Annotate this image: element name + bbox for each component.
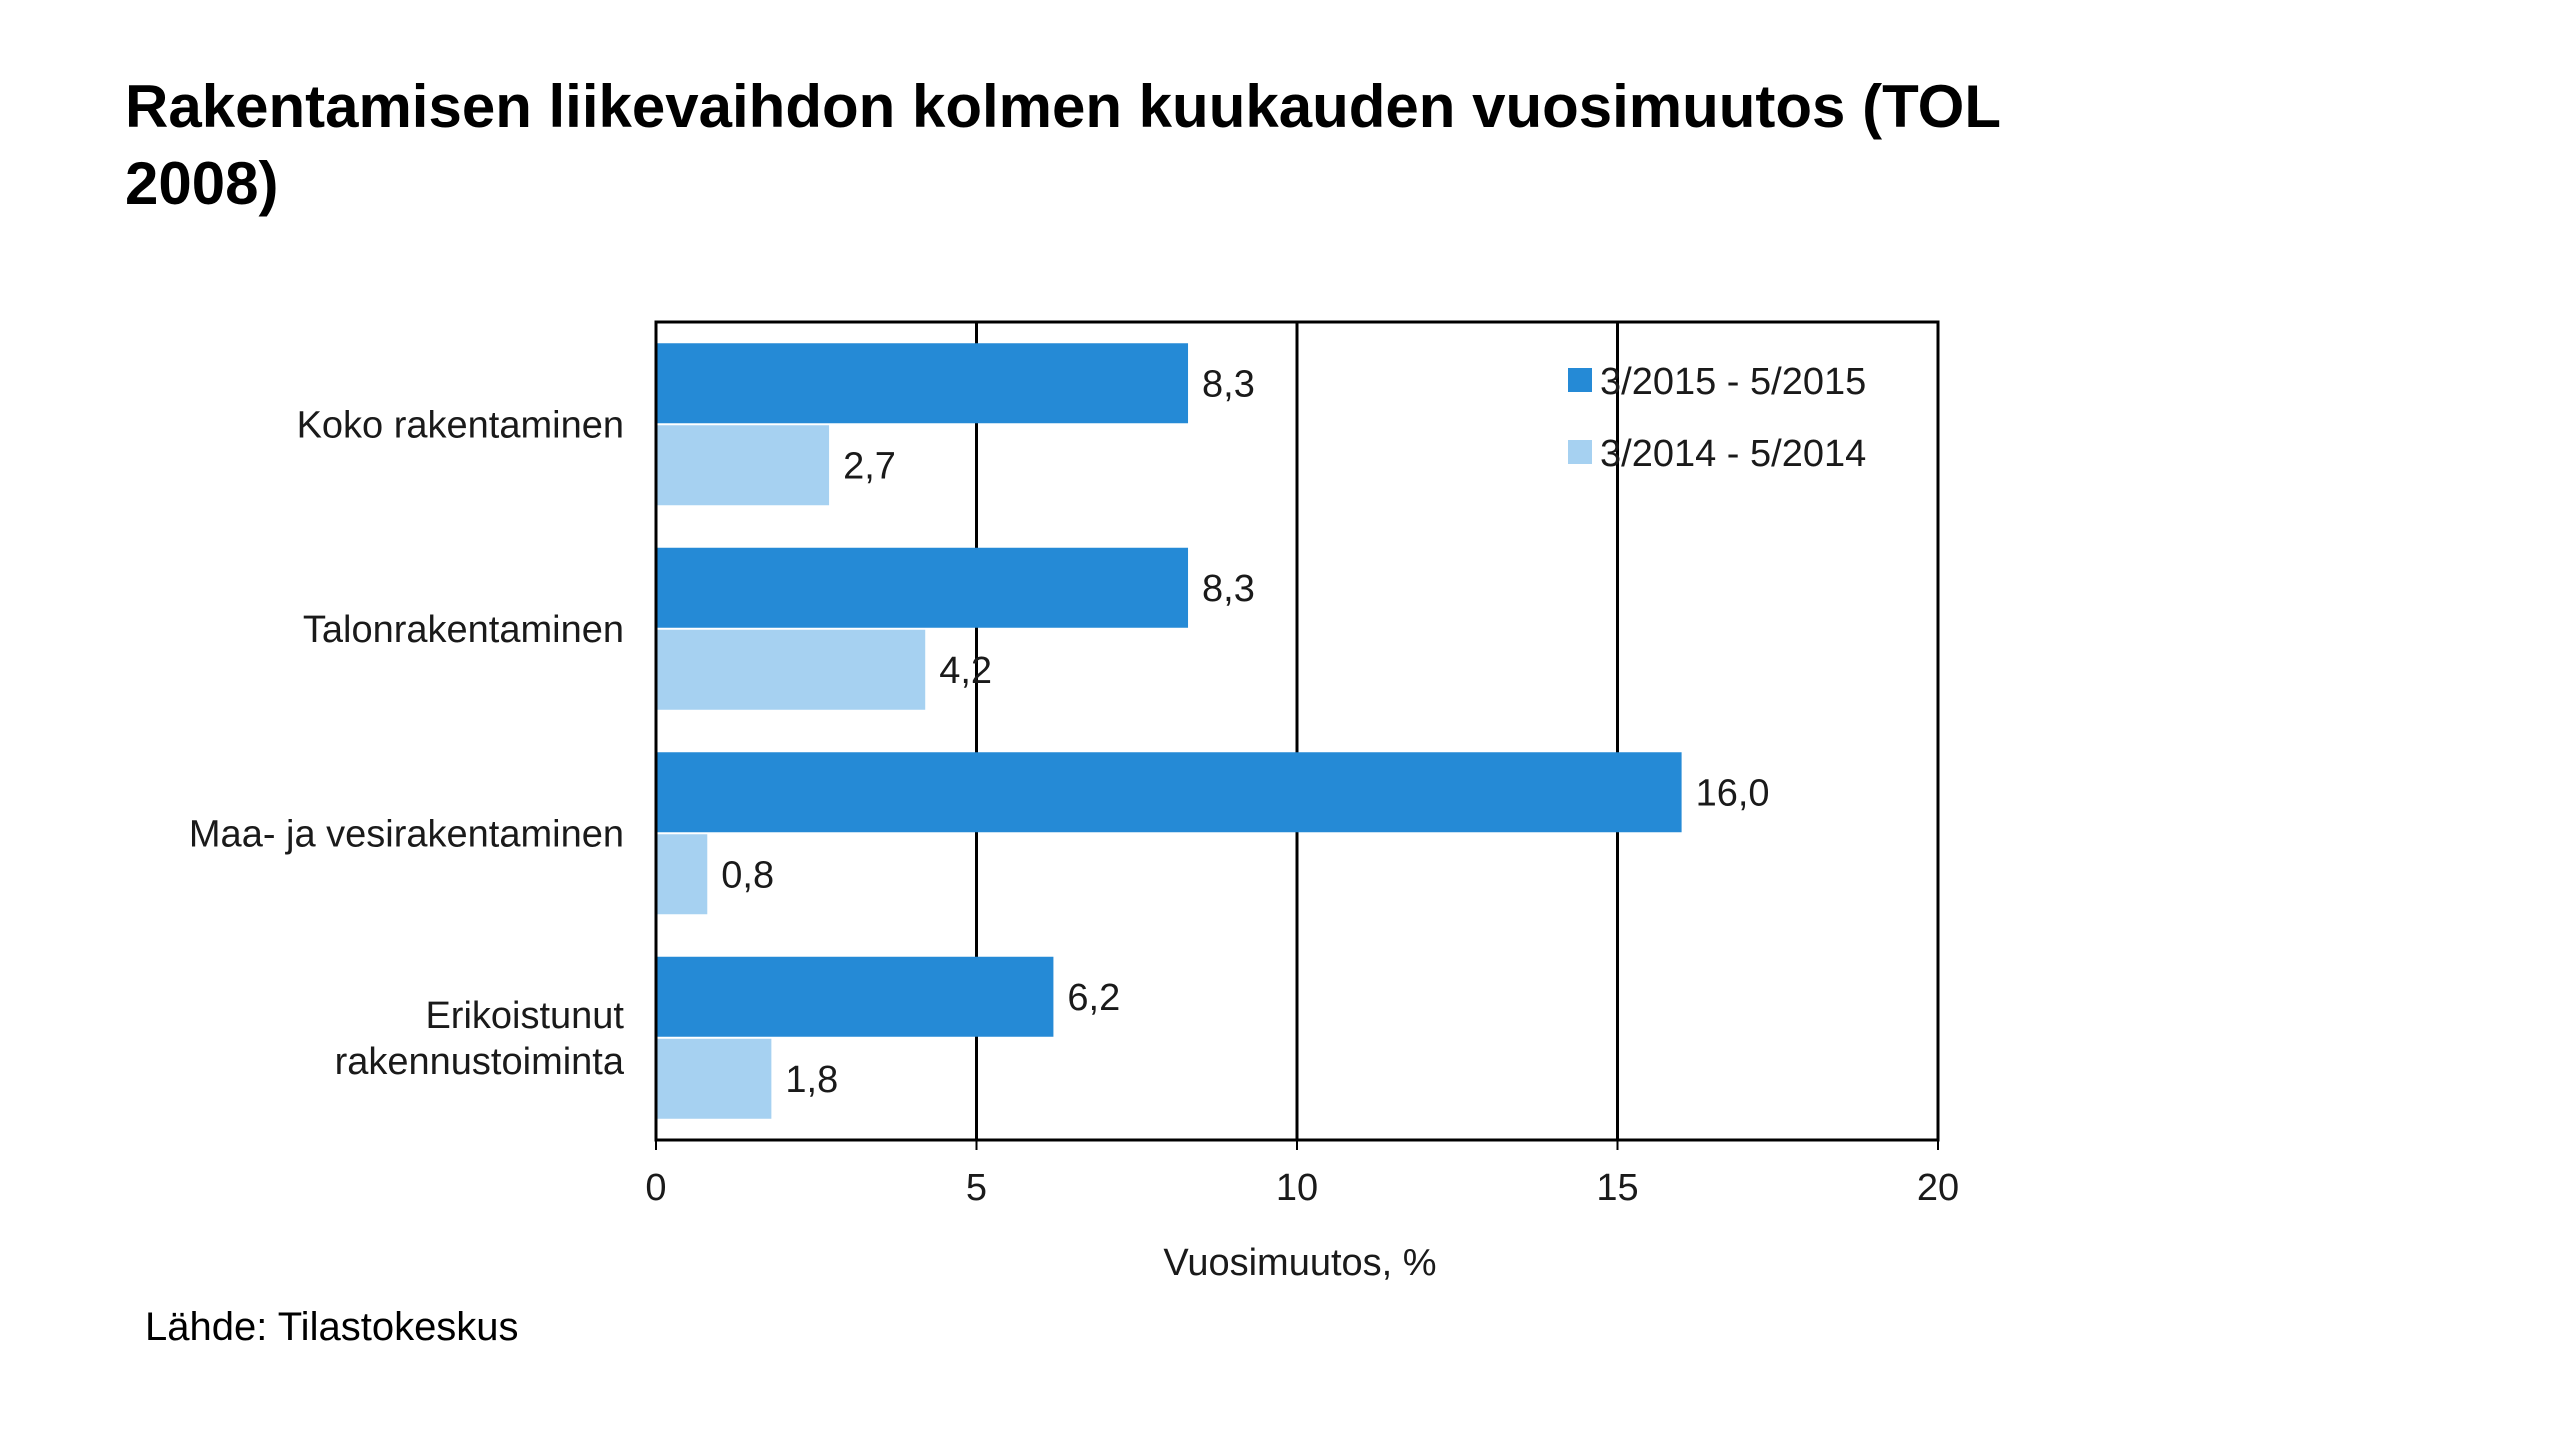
bar <box>656 956 1054 1037</box>
data-label: 2,7 <box>843 445 896 487</box>
x-tick-label: 20 <box>1917 1167 1959 1209</box>
bar <box>656 425 830 506</box>
bars <box>656 343 1682 1119</box>
chart-title: Rakentamisen liikevaihdon kolmen kuukaud… <box>125 73 2000 217</box>
legend-swatch <box>1568 368 1592 392</box>
category-label: Maa- ja vesirakentaminen <box>189 813 624 855</box>
category-label: Talonrakentaminen <box>303 609 624 651</box>
legend-label: 3/2014 - 5/2014 <box>1600 433 1866 475</box>
data-label: 1,8 <box>785 1059 838 1101</box>
category-label: rakennustoiminta <box>335 1041 625 1083</box>
data-labels: 8,3 2,7 8,3 4,2 16,0 0,8 6,2 1,8 <box>721 363 1769 1101</box>
x-tick-label: 0 <box>645 1167 666 1209</box>
plot-frame <box>654 320 1940 1142</box>
bar <box>656 547 1189 628</box>
x-tick-label: 15 <box>1596 1167 1638 1209</box>
data-label: 16,0 <box>1696 772 1770 814</box>
source-note: Lähde: Tilastokeskus <box>145 1305 519 1349</box>
category-label: Erikoistunut <box>425 995 624 1037</box>
x-tick-label: 10 <box>1276 1167 1318 1209</box>
legend: 3/2015 - 5/2015 3/2014 - 5/2014 <box>1568 361 1866 475</box>
data-label: 0,8 <box>721 854 774 896</box>
x-tick-labels: 0 5 10 15 20 <box>645 1167 1959 1209</box>
bar <box>656 1038 772 1119</box>
plot-border <box>654 320 1940 1142</box>
data-label: 4,2 <box>939 650 992 692</box>
bar <box>656 834 708 915</box>
legend-label: 3/2015 - 5/2015 <box>1600 361 1866 403</box>
data-label: 8,3 <box>1202 568 1255 610</box>
x-tick-label: 5 <box>966 1167 987 1209</box>
bar <box>656 343 1189 424</box>
data-label: 8,3 <box>1202 363 1255 405</box>
data-label: 6,2 <box>1067 977 1120 1019</box>
legend-swatch <box>1568 440 1592 464</box>
bar <box>656 629 926 710</box>
category-labels: Koko rakentaminen Talonrakentaminen Maa- j… <box>189 404 625 1083</box>
category-label: Koko rakentaminen <box>297 404 624 446</box>
bar <box>656 752 1682 833</box>
x-axis-title: Vuosimuutos, % <box>1163 1242 1436 1284</box>
